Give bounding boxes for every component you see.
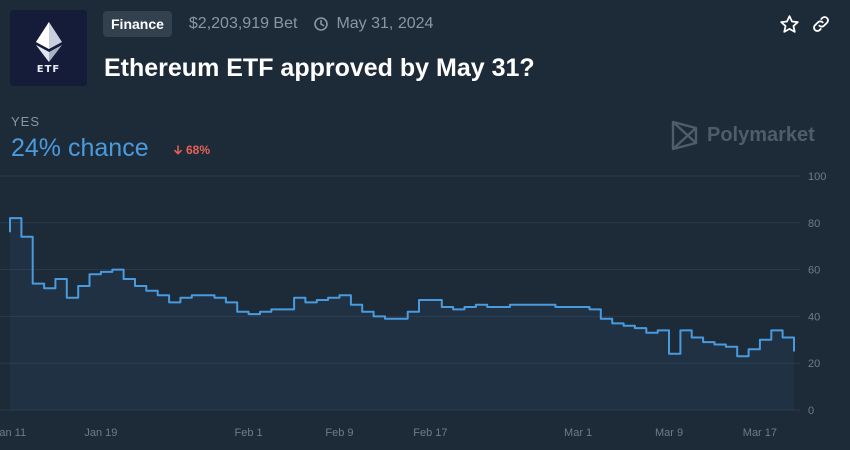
thumbnail-label: ETF [36,63,61,75]
header-actions [778,13,832,35]
brand-watermark: Polymarket [671,120,815,151]
market-title: Ethereum ETF approved by May 31? [104,54,535,82]
clock-icon [314,17,329,31]
y-tick-label: 100 [808,171,826,183]
y-tick-label: 60 [808,265,820,277]
x-tick-label: Mar 1 [564,427,592,439]
series-line [9,217,795,358]
volume-text: $2,203,919 Bet [188,15,298,32]
star-icon [779,14,799,33]
ethereum-logo-icon [35,21,62,62]
price-chart[interactable]: 0 20 40 60 80 100 Jan 11 Jan 19 Feb 1 Feb 9 Feb 17… [0,160,850,450]
category-tag[interactable]: Finance [103,11,172,37]
market-thumbnail: ETF [10,10,87,86]
change-value: 68% [186,143,211,157]
x-tick-label: Jan 19 [84,427,117,439]
share-link-button[interactable] [810,13,832,35]
y-tick-label: 0 [808,405,814,417]
y-tick-label: 40 [808,311,820,323]
arrow-down-icon [174,145,182,155]
y-tick-label: 20 [808,358,820,370]
x-tick-label: Mar 9 [655,427,683,439]
end-date: May 31, 2024 [314,15,433,33]
favorite-button[interactable] [778,13,800,35]
x-tick-label: Jan 11 [0,427,26,439]
x-tick-label: Feb 17 [413,427,447,439]
polymarket-logo-icon [671,120,698,151]
x-tick-label: Feb 9 [325,427,353,439]
outcome-label: YES [11,114,41,129]
end-date-text: May 31, 2024 [336,15,434,32]
series-area [10,218,794,410]
x-tick-label: Mar 17 [743,427,777,439]
y-tick-label: 80 [808,218,820,230]
change-indicator: 68% [173,143,210,157]
link-icon [813,16,829,32]
market-meta: Finance $2,203,919 Bet May 31, 2024 [103,11,433,37]
x-tick-label: Feb 1 [235,427,263,439]
chance-value: 24% chance [11,134,149,162]
brand-name: Polymarket [707,124,815,146]
